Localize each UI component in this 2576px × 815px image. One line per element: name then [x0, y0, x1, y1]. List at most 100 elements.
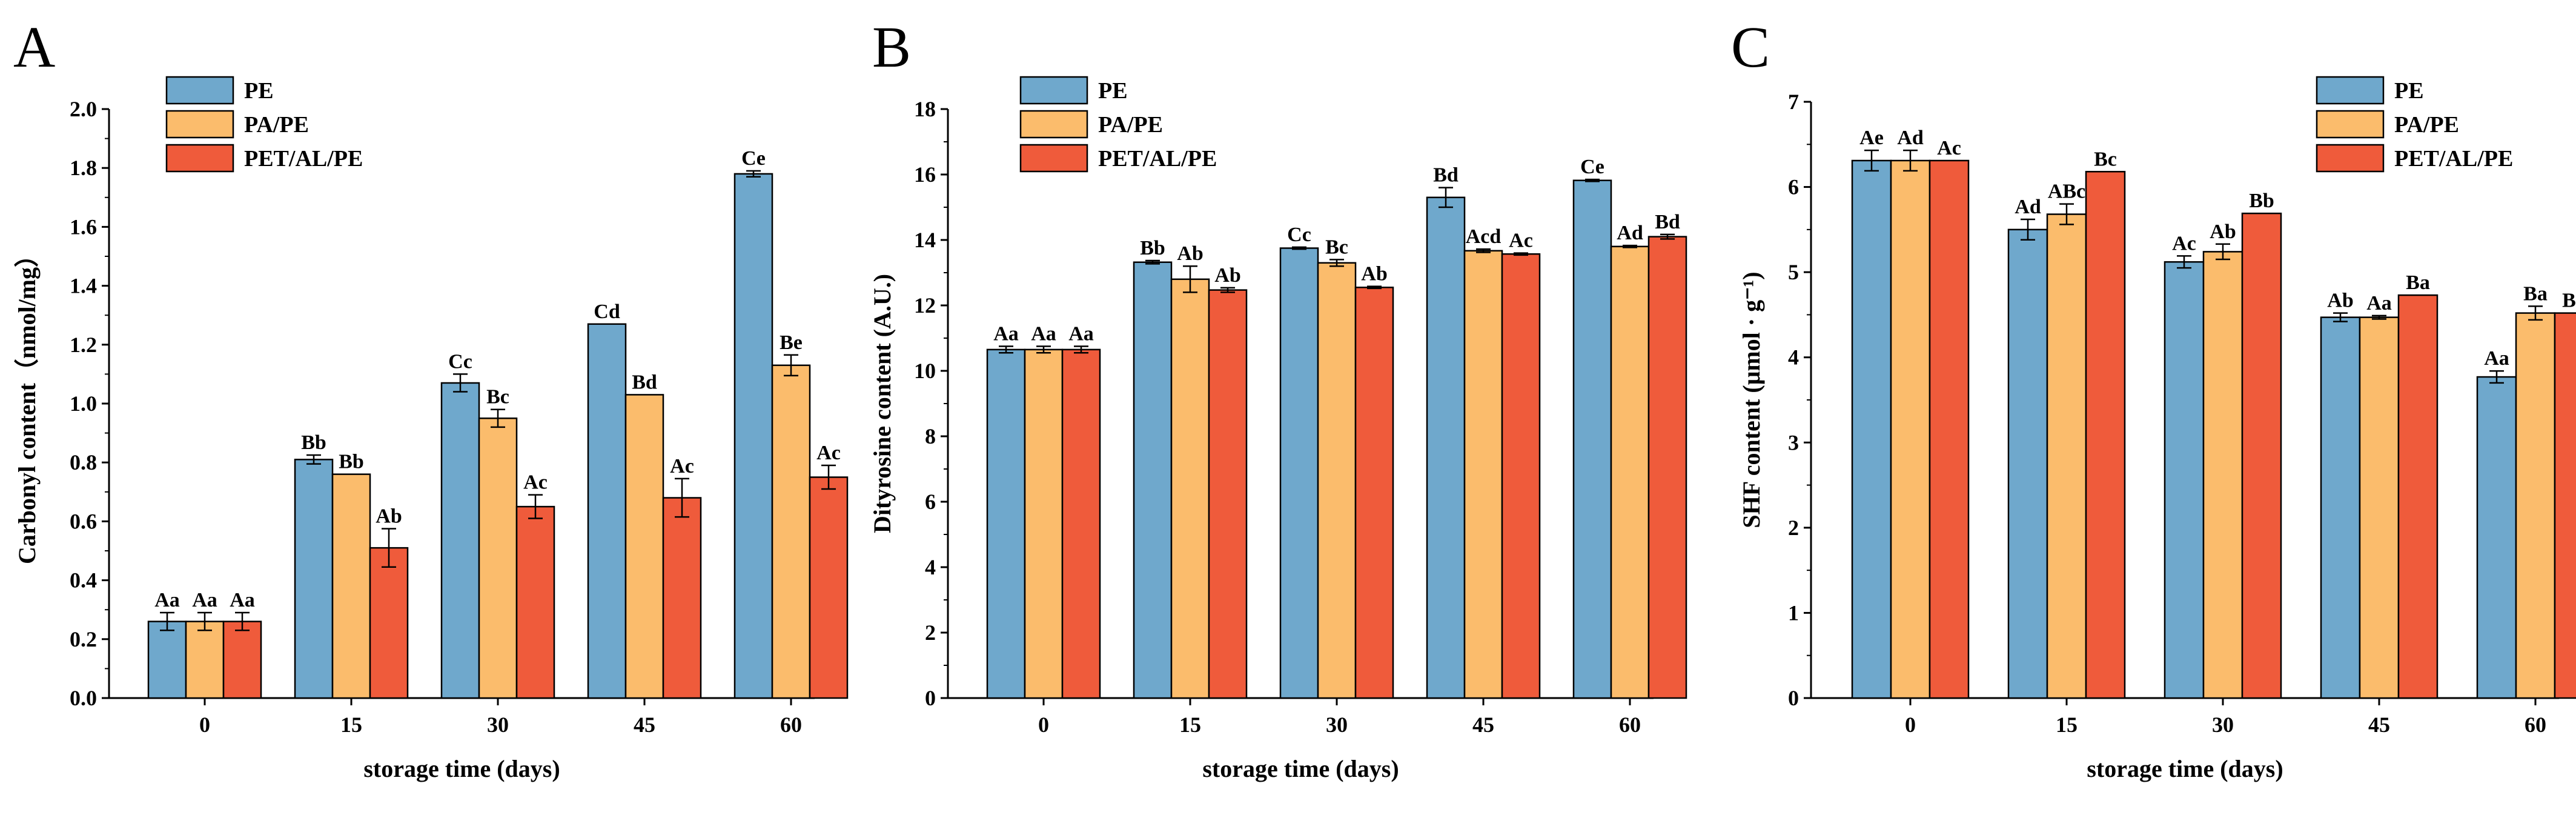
- panel-letter: B: [872, 15, 911, 79]
- y-tick-label: 6: [925, 490, 936, 514]
- x-tick-label-30: 30: [2212, 713, 2234, 737]
- y-axis-title: Carbonyl content（nmol/mg）: [13, 243, 41, 564]
- legend-label-pa-pe: PA/PE: [244, 112, 309, 138]
- legend-label-pe: PE: [1098, 78, 1128, 104]
- bar-pe-30: [440, 382, 480, 699]
- significance-label-pa-pe-0: Aa: [192, 589, 217, 611]
- x-tick-label-15: 15: [2056, 713, 2078, 737]
- significance-label-pe-0: Aa: [993, 323, 1019, 345]
- panel-letter: A: [13, 15, 55, 79]
- y-tick-label: 2: [1788, 516, 1799, 540]
- significance-label-pet-al-pe-60: Bd: [1655, 211, 1680, 233]
- y-tick-label: 0.0: [70, 686, 97, 710]
- significance-label-pa-pe-30: Bc: [486, 386, 509, 408]
- legend: PE PA/PE PET/AL/PE: [165, 76, 363, 173]
- bar-pa-pe-15: [1170, 278, 1210, 699]
- bar-pe-30: [2164, 261, 2205, 699]
- bar-pa-pe-45: [624, 394, 664, 699]
- x-tick-label-0: 0: [1905, 713, 1916, 737]
- legend-label-pa-pe: PA/PE: [2394, 112, 2459, 138]
- legend-swatch-pet-al-pe: [2316, 144, 2385, 173]
- bar-pa-pe-30: [2202, 251, 2243, 699]
- panel-letter: C: [1731, 15, 1770, 79]
- significance-label-pa-pe-15: Bb: [339, 451, 364, 473]
- bar-pet-al-pe-15: [369, 547, 409, 699]
- x-axis-title: storage time (days): [363, 755, 560, 782]
- bar-pet-al-pe-60: [809, 476, 849, 699]
- bar-pet-al-pe-30: [515, 505, 555, 699]
- bar-pet-al-pe-0: [1929, 159, 1970, 699]
- significance-label-pa-pe-30: Bc: [1325, 236, 1348, 258]
- y-tick-label: 6: [1788, 175, 1799, 199]
- bar-pe-0: [147, 620, 187, 699]
- bar-pa-pe-15: [331, 473, 371, 699]
- significance-label-pe-15: Ad: [2015, 196, 2041, 218]
- legend-label-pe: PE: [2394, 78, 2424, 104]
- bar-pe-45: [587, 323, 627, 699]
- y-tick-label: 18: [914, 97, 936, 121]
- significance-label-pa-pe-60: Ad: [1617, 222, 1643, 244]
- significance-label-pet-al-pe-0: Aa: [1068, 323, 1094, 345]
- bar-pet-al-pe-0: [1061, 348, 1101, 699]
- bar-pa-pe-0: [185, 620, 225, 699]
- y-tick-label: 4: [1788, 345, 1799, 370]
- x-tick-label-30: 30: [487, 713, 509, 737]
- y-tick-label: 2: [925, 620, 936, 645]
- bar-pe-0: [986, 348, 1026, 699]
- bar-pet-al-pe-45: [662, 497, 702, 699]
- x-tick-label-45: 45: [1472, 713, 1494, 737]
- legend-label-pe: PE: [244, 78, 274, 104]
- bar-pet-al-pe-0: [222, 620, 262, 699]
- bar-pa-pe-60: [2515, 312, 2556, 699]
- x-tick-label-60: 60: [2525, 713, 2546, 737]
- bar-pet-al-pe-30: [1354, 287, 1394, 699]
- bar-pe-15: [1133, 261, 1173, 699]
- legend-swatch-pa-pe: [2316, 110, 2385, 139]
- y-tick-label: 0: [925, 686, 936, 710]
- bar-pa-pe-0: [1890, 159, 1931, 699]
- bar-pa-pe-45: [2359, 316, 2400, 699]
- significance-label-pet-al-pe-15: Ab: [376, 505, 402, 528]
- y-tick-label: 0.8: [70, 450, 97, 474]
- legend-swatch-pe: [2316, 76, 2385, 105]
- bar-pe-30: [1279, 247, 1319, 699]
- bar-pa-pe-45: [1463, 250, 1503, 699]
- y-tick-label: 0.4: [70, 568, 97, 593]
- x-tick-label-60: 60: [780, 713, 802, 737]
- y-tick-label: 1.2: [70, 333, 97, 357]
- y-tick-label: 1.6: [70, 215, 97, 239]
- bar-pe-60: [2476, 376, 2517, 699]
- significance-label-pa-pe-15: Ab: [1177, 242, 1203, 265]
- significance-label-pet-al-pe-45: Ba: [2406, 271, 2430, 294]
- bar-pa-pe-30: [478, 417, 518, 699]
- bar-pe-60: [733, 173, 773, 699]
- x-axis-title: storage time (days): [2087, 755, 2283, 782]
- legend-label-pet-al-pe: PET/AL/PE: [244, 146, 363, 171]
- significance-label-pe-30: Cc: [448, 350, 472, 373]
- y-tick-label: 14: [914, 228, 936, 252]
- y-tick-label: 16: [914, 162, 936, 187]
- significance-label-pa-pe-60: Ba: [2523, 282, 2548, 305]
- significance-label-pa-pe-15: ABc: [2048, 181, 2085, 203]
- significance-label-pet-al-pe-45: Ac: [670, 455, 694, 477]
- significance-label-pe-45: Bd: [1433, 164, 1459, 187]
- y-tick-label: 1: [1788, 600, 1799, 625]
- x-tick-label-15: 15: [340, 713, 362, 737]
- chart-panel-a: A 0.0 0.2 0.4 0.6 0.8 1.0 1.2 1.4 1.6 1.8 2.0 0 Aa Aa A…: [13, 15, 849, 782]
- significance-label-pet-al-pe-30: Ab: [1361, 263, 1387, 285]
- legend-swatch-pet-al-pe: [1019, 144, 1088, 173]
- legend: PE PA/PE PET/AL/PE: [1019, 76, 1217, 173]
- significance-label-pe-15: Bb: [1140, 237, 1165, 259]
- legend-swatch-pe: [1019, 76, 1088, 105]
- significance-label-pet-al-pe-60: Ba: [2562, 290, 2576, 312]
- bar-pe-45: [2320, 316, 2361, 699]
- y-tick-label: 4: [925, 555, 936, 579]
- bar-pa-pe-0: [1024, 348, 1064, 699]
- bar-pet-al-pe-45: [1501, 253, 1541, 699]
- significance-label-pa-pe-0: Ad: [1897, 127, 1924, 149]
- bar-pet-al-pe-30: [2241, 212, 2282, 699]
- y-tick-label: 0: [1788, 686, 1799, 710]
- bar-pe-60: [1572, 179, 1612, 699]
